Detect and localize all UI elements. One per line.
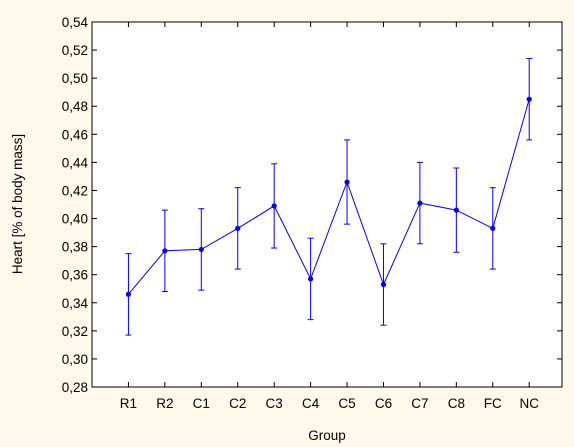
- y-tick-label: 0,50: [62, 71, 88, 86]
- x-tick-label: C8: [448, 396, 465, 411]
- x-tick-label: C2: [229, 396, 246, 411]
- y-tick-label: 0,28: [62, 380, 88, 395]
- x-tick-label: C5: [338, 396, 355, 411]
- series-line: [128, 99, 530, 295]
- data-point: [380, 281, 387, 288]
- data-point: [235, 225, 241, 231]
- x-axis-label: Group: [308, 428, 346, 443]
- data-point: [162, 248, 168, 254]
- x-tick-label: NC: [519, 396, 539, 411]
- y-axis-label: Heart [% of body mass]: [10, 134, 25, 274]
- data-point: [271, 203, 277, 209]
- y-tick-label: 0,40: [62, 212, 88, 227]
- data-point: [198, 246, 204, 253]
- data-point: [453, 207, 459, 213]
- data-points: [125, 96, 532, 297]
- y-tick-label: 0,48: [62, 99, 88, 114]
- x-tick-label: C4: [302, 396, 320, 411]
- data-point: [344, 179, 350, 185]
- y-axis: 0,28 0,30 0,32 0,34 0,36 0,38 0,40 0,42 0,44 0,46…: [62, 15, 562, 395]
- x-tick-label: C6: [375, 396, 392, 411]
- y-tick-label: 0,30: [62, 352, 88, 367]
- data-point: [125, 291, 132, 297]
- y-tick-label: 0,44: [62, 155, 89, 170]
- y-tick-label: 0,34: [62, 296, 89, 311]
- x-tick-label: FC: [484, 396, 502, 411]
- y-tick-label: 0,46: [62, 127, 88, 142]
- data-point: [417, 200, 423, 206]
- x-axis: R1 R2 C1 C2 C3 C4 C5 C6 C7 C8 FC NC: [120, 22, 539, 411]
- y-tick-label: 0,32: [62, 324, 88, 339]
- x-tick-label: R1: [120, 396, 137, 411]
- y-tick-label: 0,52: [62, 43, 88, 58]
- x-tick-label: C1: [193, 396, 210, 411]
- data-point: [308, 276, 314, 282]
- plot-area: [91, 21, 563, 388]
- x-tick-label: C3: [266, 396, 283, 411]
- y-tick-label: 0,38: [62, 240, 88, 255]
- y-tick-label: 0,36: [62, 268, 88, 283]
- x-tick-label: C7: [411, 396, 428, 411]
- data-point: [490, 225, 496, 231]
- x-tick-label: R2: [156, 396, 173, 411]
- data-point: [526, 96, 532, 102]
- y-tick-label: 0,54: [62, 15, 89, 30]
- y-tick-label: 0,42: [62, 183, 88, 198]
